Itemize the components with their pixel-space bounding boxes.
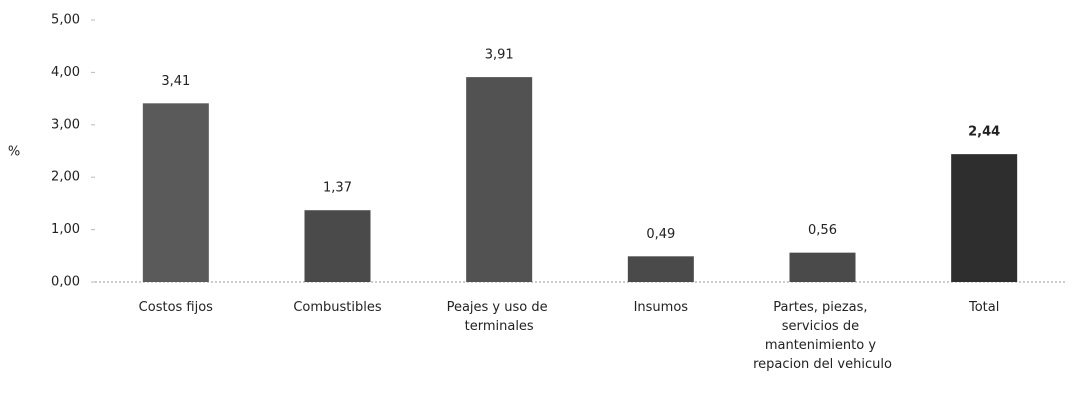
y-tick-label: 3,00 bbox=[51, 117, 80, 132]
y-tick-label: 5,00 bbox=[51, 13, 80, 28]
data-label: 0,49 bbox=[646, 227, 675, 242]
y-tick-label: 2,00 bbox=[51, 170, 80, 185]
data-label: 1,37 bbox=[323, 181, 352, 196]
bar bbox=[627, 256, 694, 282]
bar bbox=[789, 252, 856, 282]
x-tick-label: Combustibles bbox=[293, 300, 382, 315]
x-tick-label: Insumos bbox=[634, 300, 689, 315]
x-tick-label: Peajes y uso de terminales bbox=[447, 300, 552, 334]
y-tick-label: 4,00 bbox=[51, 65, 80, 80]
data-label: 0,56 bbox=[808, 223, 837, 238]
data-label: 3,41 bbox=[161, 74, 190, 89]
bar bbox=[466, 77, 533, 282]
y-tick-label: 0,00 bbox=[51, 275, 80, 290]
data-label: 3,91 bbox=[485, 48, 514, 63]
bar bbox=[304, 210, 371, 282]
data-label: 2,44 bbox=[968, 125, 1000, 140]
x-tick-label: Costos fijos bbox=[139, 300, 214, 315]
bar bbox=[142, 103, 209, 282]
x-tick-label: Total bbox=[968, 300, 999, 315]
y-tick-label: 1,00 bbox=[51, 222, 80, 237]
x-tick-label: Partes, piezas, servicios de mantenimien… bbox=[753, 300, 892, 372]
bar bbox=[951, 154, 1018, 282]
y-axis-label: % bbox=[8, 145, 20, 160]
